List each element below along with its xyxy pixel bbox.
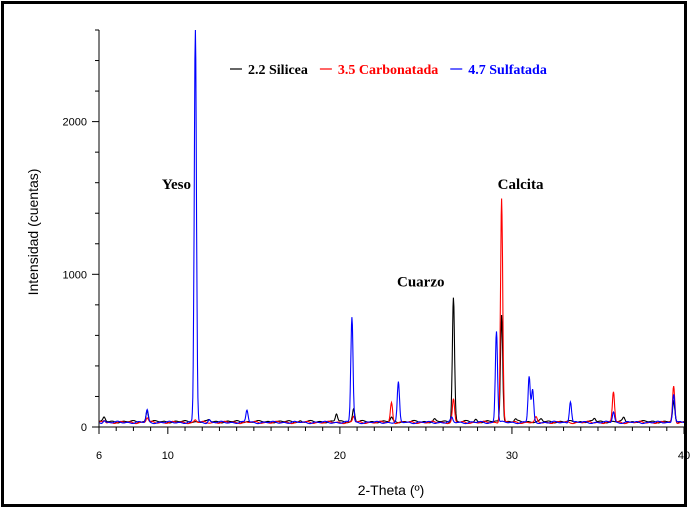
x-tick-label: 10 xyxy=(162,450,174,462)
series-group xyxy=(98,29,685,425)
peak-annotation: Cuarzo xyxy=(397,275,445,291)
axes: 0 1000 2000 6 10 20 30 40 xyxy=(63,29,690,462)
peak-annotation: Yeso xyxy=(162,177,191,193)
legend: 2.2 Silicea 3.5 Carbonatada 4.7 Sulfatada xyxy=(230,63,547,78)
y-tick-label: 0 xyxy=(81,422,87,434)
legend-label: 3.5 Carbonatada xyxy=(338,63,438,78)
y-axis-label: Intensidad (cuentas) xyxy=(25,169,41,296)
x-tick-label: 30 xyxy=(506,450,518,462)
y-tick-label: 2000 xyxy=(63,117,87,129)
legend-label: 4.7 Sulfatada xyxy=(468,63,547,78)
x-tick-label: 20 xyxy=(334,450,346,462)
x-tick-label: 6 xyxy=(96,450,102,462)
y-tick-label: 1000 xyxy=(63,269,87,281)
legend-label: 2.2 Silicea xyxy=(248,63,308,78)
x-axis-label: 2-Theta (º) xyxy=(358,482,425,498)
series-line-2 xyxy=(99,198,685,425)
x-tick-label: 40 xyxy=(678,450,690,462)
series-line-3 xyxy=(98,29,684,425)
peak-annotation: Calcita xyxy=(498,177,544,193)
annotations: Yeso Cuarzo Calcita xyxy=(162,177,544,291)
